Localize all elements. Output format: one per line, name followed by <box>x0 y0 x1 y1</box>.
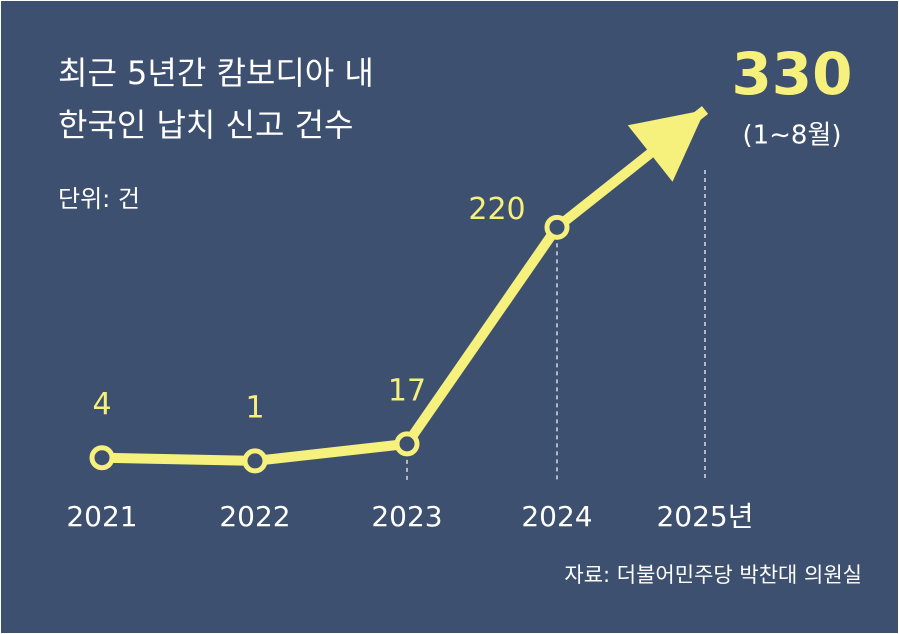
chart-title: 최근 5년간 캄보디아 내 <box>58 54 374 92</box>
subtitle: 단위: 건 <box>58 185 140 213</box>
point <box>544 214 570 240</box>
x-tick-label: 2025년 <box>656 500 753 533</box>
data-label: 220 <box>468 192 525 227</box>
data-label: 4 <box>92 387 111 422</box>
data-label: 1 <box>245 390 264 425</box>
x-tick-label: 2021 <box>66 500 137 533</box>
chart-title: 한국인 납치 신고 건수 <box>58 106 353 144</box>
data-label: 17 <box>388 373 426 408</box>
source: 자료: 더불어민주당 박찬대 의원실 <box>564 563 862 587</box>
point <box>394 431 420 457</box>
point <box>89 445 115 471</box>
annotation: (1∼8월) <box>742 121 841 151</box>
point <box>242 448 268 474</box>
x-tick-label: 2024 <box>521 500 592 533</box>
x-tick-label: 2023 <box>371 500 442 533</box>
data-label: 330 <box>731 40 852 108</box>
x-tick-label: 2022 <box>219 500 290 533</box>
arrowhead <box>627 110 705 182</box>
